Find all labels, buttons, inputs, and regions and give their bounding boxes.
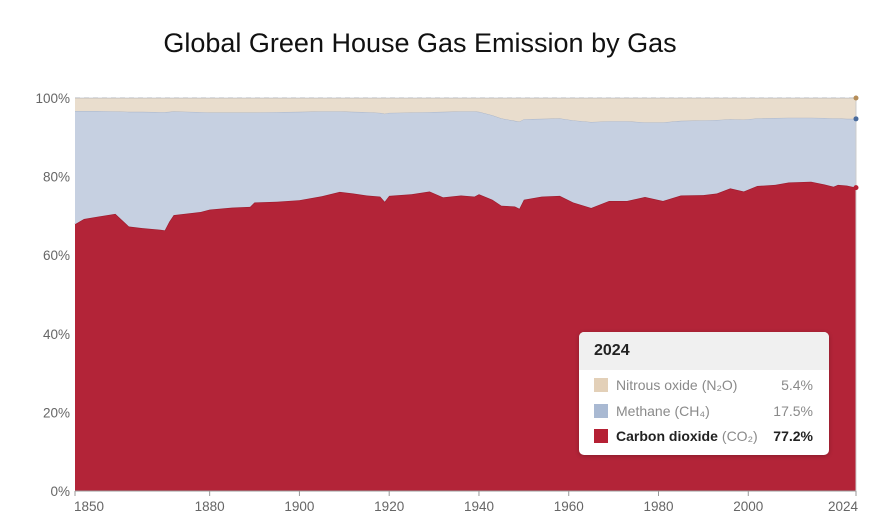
tooltip-value: 5.4%: [781, 377, 813, 393]
x-tick-label: 1900: [284, 499, 314, 514]
chart-title: Global Green House Gas Emission by Gas: [163, 28, 677, 58]
y-tick-label: 0%: [50, 484, 70, 499]
tooltip-row-carbon-dioxide: Carbon dioxide (CO₂) 77.2%: [594, 426, 813, 446]
tooltip-formula: (N₂O): [701, 377, 738, 393]
tooltip-value: 17.5%: [773, 403, 813, 419]
x-tick-label: 1850: [74, 499, 104, 514]
tooltip-row-nitrous-oxide: Nitrous oxide (N₂O) 5.4%: [594, 375, 813, 395]
tooltip-formula: (CO₂): [721, 428, 758, 444]
x-tick-label: 1880: [195, 499, 225, 514]
x-tick-label: 2000: [733, 499, 763, 514]
tooltip-name: Nitrous oxide: [616, 377, 698, 393]
tooltip-value: 77.2%: [773, 428, 813, 444]
x-tick-label: 1980: [643, 499, 673, 514]
tooltip-name: Methane: [616, 403, 671, 419]
x-tick-label: 2024: [828, 499, 859, 514]
tooltip-name: Carbon dioxide: [616, 428, 718, 444]
end-dot-methane: [853, 116, 859, 122]
tooltip-year: 2024: [579, 332, 829, 370]
x-tick-label: 1940: [464, 499, 494, 514]
y-tick-label: 80%: [43, 170, 70, 185]
x-tick-label: 1920: [374, 499, 404, 514]
tooltip-formula: (CH₄): [674, 403, 710, 419]
area-nitrous-oxide: [75, 98, 856, 123]
carbon-dioxide-swatch: [594, 429, 608, 443]
tooltip: 2024 Nitrous oxide (N₂O) 5.4% Methane (C…: [579, 332, 829, 455]
methane-swatch: [594, 404, 608, 418]
x-tick-label: 1960: [554, 499, 584, 514]
nitrous-oxide-swatch: [594, 378, 608, 392]
y-tick-label: 20%: [43, 405, 70, 420]
y-tick-label: 40%: [43, 327, 70, 342]
y-tick-label: 60%: [43, 248, 70, 263]
tooltip-row-methane: Methane (CH₄) 17.5%: [594, 401, 813, 421]
end-dot-nitrous-oxide: [853, 95, 859, 101]
y-tick-label: 100%: [35, 91, 70, 106]
end-dot-carbon-dioxide: [853, 185, 859, 191]
area-methane: [75, 111, 856, 231]
